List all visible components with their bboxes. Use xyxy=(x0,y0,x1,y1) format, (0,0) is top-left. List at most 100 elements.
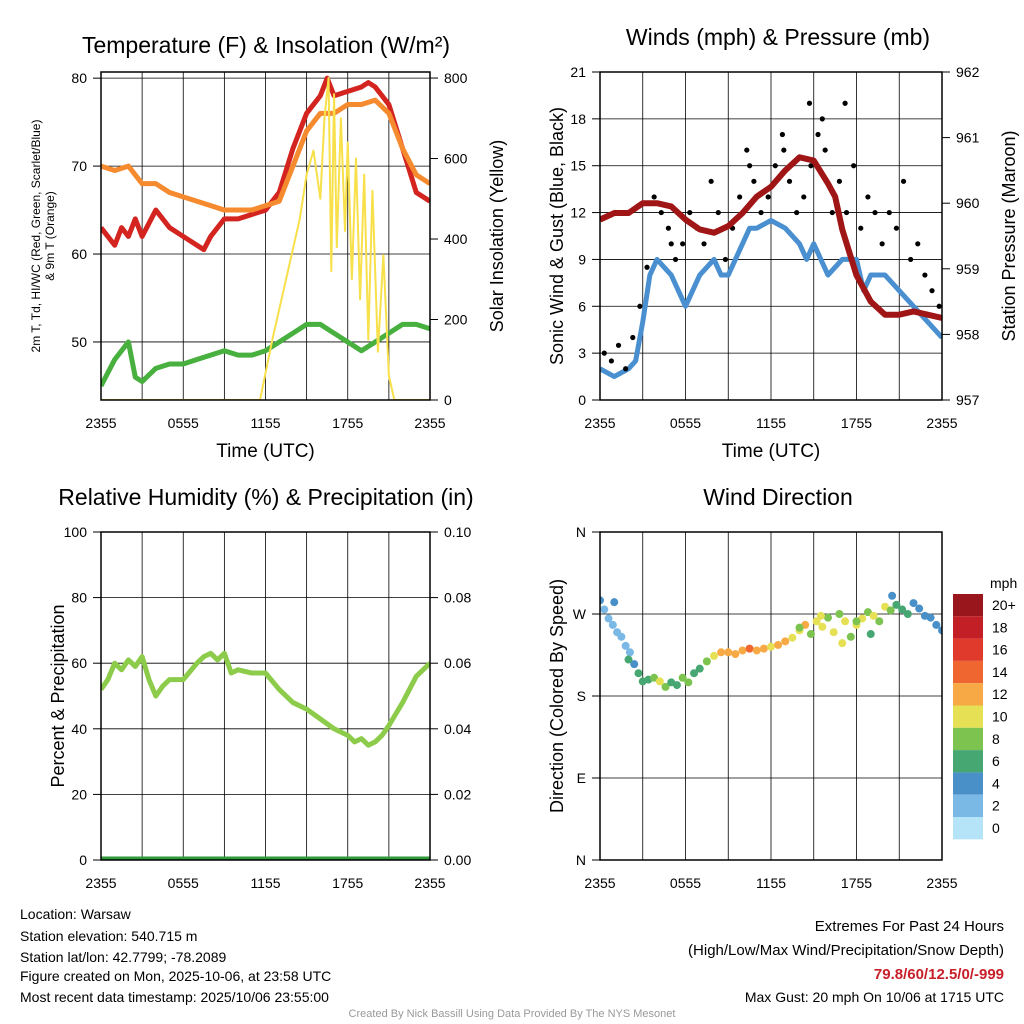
gust-point xyxy=(722,256,729,263)
gust-point xyxy=(829,209,835,216)
direction-point xyxy=(650,673,659,682)
plot-frame xyxy=(100,71,431,401)
direction-point xyxy=(600,596,604,605)
recent-data-text: Most recent data timestamp: 2025/10/06 2… xyxy=(20,989,329,1005)
y-tick-label: 60 xyxy=(71,655,87,671)
direction-point xyxy=(608,620,617,629)
direction-point xyxy=(852,617,861,626)
x-tick-label: 1755 xyxy=(332,415,363,431)
direction-point xyxy=(634,669,643,678)
latlon-text: Station lat/lon: 42.7799; -78.2089 xyxy=(20,949,227,965)
direction-point xyxy=(863,608,872,617)
y-axis-label: Direction (Colored By Speed) xyxy=(547,579,567,813)
gust-point xyxy=(865,194,871,200)
y-tick-label: 21 xyxy=(570,64,586,80)
y2-tick-label: 0.10 xyxy=(444,524,471,540)
y-axis-label: Sonic Wind & Gust (Blue, Black) xyxy=(547,107,567,365)
y-tick-label: 70 xyxy=(71,158,87,174)
gust-point xyxy=(715,209,721,216)
direction-point xyxy=(774,640,783,649)
legend-label: 12 xyxy=(992,686,1008,702)
gust-point xyxy=(794,209,800,216)
gust-point xyxy=(922,272,928,278)
chart-panel-3: N E S W N 2355 0555 1155 1755 2355 Wind Direction D… xyxy=(547,484,1017,891)
gust-point xyxy=(637,303,643,309)
direction-point xyxy=(702,657,711,666)
direction-point xyxy=(829,628,838,637)
chart-title: Relative Humidity (%) & Precipitation (i… xyxy=(58,484,473,510)
gust-point xyxy=(747,163,753,169)
direction-point xyxy=(886,606,895,615)
direction-point xyxy=(909,599,918,608)
gust-point xyxy=(858,225,864,231)
y-tick-label: 20 xyxy=(71,786,87,802)
gust-point xyxy=(786,178,793,184)
x-tick-label: 1155 xyxy=(250,875,280,891)
y-tick-label: 3 xyxy=(578,345,586,361)
gust-point xyxy=(708,178,714,184)
direction-point xyxy=(915,604,924,613)
x-tick-label: 2355 xyxy=(414,875,445,891)
y2-axis-label: Solar Insolation (Yellow) xyxy=(487,140,507,332)
y2-tick-label: 958 xyxy=(956,326,980,342)
gust-point xyxy=(758,209,764,216)
direction-point xyxy=(731,650,740,659)
direction-point xyxy=(838,639,847,648)
data-layer xyxy=(600,591,942,691)
x-tick-label: 0555 xyxy=(670,875,701,891)
direction-point xyxy=(630,660,639,669)
chart-title: Wind Direction xyxy=(703,484,853,510)
extremes-title: Extremes For Past 24 Hours xyxy=(814,918,1004,935)
direction-point xyxy=(812,617,821,626)
x-tick-label: 2355 xyxy=(85,415,116,431)
legend-swatch xyxy=(953,594,983,617)
gust-point xyxy=(836,178,843,184)
gust-point xyxy=(806,100,813,106)
y-tick-label: 80 xyxy=(71,590,87,606)
legend-label: 2 xyxy=(992,798,1000,814)
y2-tick-label: 0 xyxy=(444,392,452,408)
legend-label: 10 xyxy=(992,709,1008,725)
direction-point xyxy=(624,655,633,664)
legend-swatch xyxy=(953,772,983,795)
chart-title: Winds (mph) & Pressure (mb) xyxy=(626,24,930,50)
y-tick-label: 18 xyxy=(570,111,586,127)
y2-tick-label: 0.06 xyxy=(444,655,471,671)
legend-label: 20+ xyxy=(992,597,1016,613)
x-tick-label: 2355 xyxy=(926,415,957,431)
gust-point xyxy=(808,163,814,169)
y2-tick-label: 959 xyxy=(956,261,980,277)
gust-point xyxy=(601,350,607,356)
direction-point xyxy=(745,644,754,653)
direction-point xyxy=(781,637,790,646)
gust-point xyxy=(801,194,807,200)
x-tick-label: 2355 xyxy=(926,875,957,891)
x-axis-label: Time (UTC) xyxy=(722,441,821,462)
direction-point xyxy=(841,617,850,626)
x-tick-label: 0555 xyxy=(168,875,199,891)
series-line-solar xyxy=(101,77,430,400)
plot-frame xyxy=(599,531,943,861)
direction-point xyxy=(932,620,941,629)
y-axis-label: 2m T, Td, HI/WC (Red, Green, Scarlet/Blu… xyxy=(29,120,43,353)
y-tick-label: 60 xyxy=(71,246,87,262)
y2-tick-label: 0.00 xyxy=(444,852,471,868)
x-tick-label: 0555 xyxy=(168,415,199,431)
max-gust-text: Max Gust: 20 mph On 10/06 at 1715 UTC xyxy=(744,989,1004,1005)
legend-swatch xyxy=(953,616,983,639)
direction-point xyxy=(816,611,825,620)
x-tick-label: 0555 xyxy=(670,415,701,431)
x-tick-label: 2355 xyxy=(85,875,116,891)
direction-point xyxy=(926,613,935,622)
gust-point xyxy=(751,178,757,184)
y2-tick-label: 400 xyxy=(444,231,468,247)
direction-point xyxy=(869,611,878,620)
gust-point xyxy=(765,194,771,200)
gust-point xyxy=(779,131,786,138)
data-layer xyxy=(101,650,430,860)
x-tick-label: 1755 xyxy=(332,875,363,891)
gust-point xyxy=(744,147,750,153)
y-tick-label: 15 xyxy=(570,158,586,174)
